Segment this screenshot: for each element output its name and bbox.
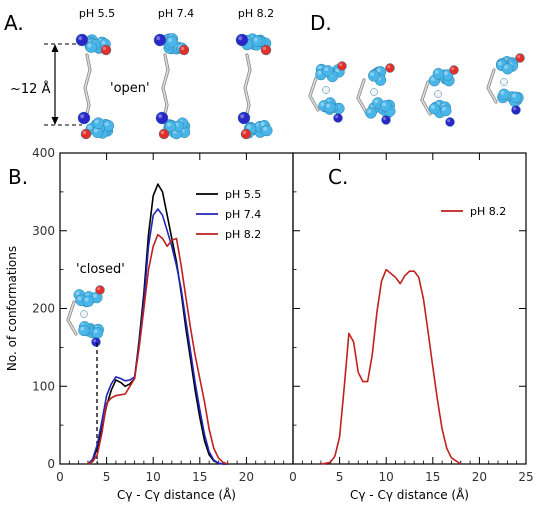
panel-label-b: B. [8,165,28,189]
panel-c-xtick-label: 10 [379,470,394,484]
panel-label-a: A. [4,11,24,35]
panel-c-frame [292,152,527,465]
panel-c-xtick-label: 5 [336,470,344,484]
panel-b-xtick-label: 5 [103,470,111,484]
panel-c-series-line-1 [320,268,462,465]
panel-b-ytick-label: 300 [32,224,55,238]
panel-c-xtick-label: 25 [518,470,533,484]
panel-b-xlabel: Cγ - Cγ distance (Å) [117,487,236,502]
panel-label-d: D. [310,11,332,35]
panel-b-legend-label: pH 8.2 [225,228,261,241]
panel-c-xlabel: Cγ - Cγ distance (Å) [350,487,469,502]
chart-panel-c: 0 5 10 15 20 25 Cγ - Cγ distance (Å) pH 8.2 [289,152,534,502]
open-molecule-3 [235,33,273,140]
panel-label-c: C. [328,165,348,189]
panel-c-xtick-label: 0 [289,470,297,484]
closed-molecule-0 [66,285,105,347]
open-molecule-2 [153,33,191,140]
panel-b-legend-label: pH 5.5 [225,188,261,201]
panel-b-ytick-label: 100 [32,379,55,393]
panel-a-distance-marker [44,43,82,126]
panel-c-xtick-label: 15 [425,470,440,484]
panel-a-ph-label-2: pH 7.4 [158,7,194,20]
molecule-renderings [66,33,525,347]
closed-molecule-4 [486,53,525,115]
panel-b-series-line-1 [87,183,228,465]
panel-b-ytick-label: 0 [47,457,55,471]
open-molecule-1 [75,33,115,140]
panel-b-xtick-label: 10 [146,470,161,484]
panel-c-legend-label: pH 8.2 [470,205,506,218]
panel-b-legend-label: pH 7.4 [225,208,261,221]
panel-a-ph-label-3: pH 8.2 [238,7,274,20]
panel-b-xtick-label: 0 [56,470,64,484]
panel-b-ytick-label: 400 [32,146,55,160]
panel-b-ylabel: No. of conformations [5,246,19,371]
panel-a-open-label: 'open' [110,81,150,96]
panel-b-ytick-label: 200 [32,302,55,316]
panel-c-xtick-label: 20 [472,470,487,484]
panel-a-distance-label: ~12 Å [10,81,51,97]
panel-b-series-line-3 [87,233,229,465]
panel-a-ph-label-1: pH 5.5 [79,7,115,20]
panel-b-closed-label: 'closed' [76,262,125,277]
closed-molecule-1 [308,61,347,123]
panel-b-xtick-label: 15 [192,470,207,484]
closed-molecule-3 [420,65,459,127]
panel-b-series-line-2 [87,208,228,465]
panel-b-xtick-label: 20 [239,470,254,484]
closed-molecule-2 [356,63,396,125]
